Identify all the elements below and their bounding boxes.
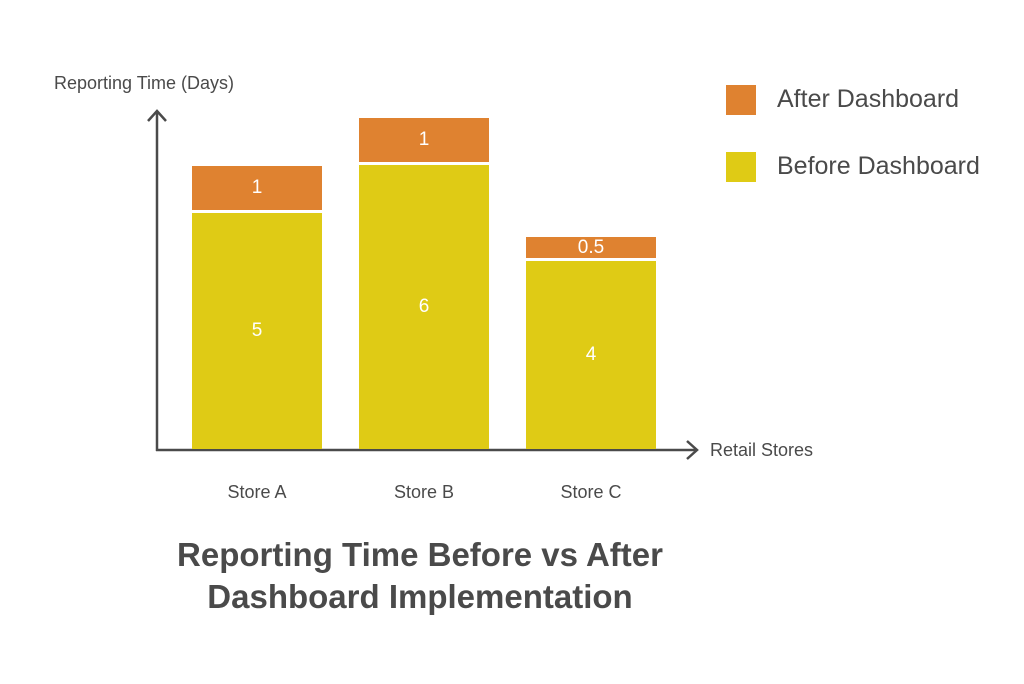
- chart-title-line-1: Reporting Time Before vs After: [177, 536, 663, 573]
- category-label-store-a: Store A: [227, 482, 287, 502]
- bar-value-label: 4: [585, 344, 597, 365]
- y-axis-label: Reporting Time (Days): [54, 73, 235, 93]
- bar-value-label: 5: [251, 320, 263, 341]
- bar-store-a-after: 1: [192, 166, 322, 210]
- category-label-store-b: Store B: [393, 482, 455, 502]
- y-axis-arrow-icon: [147, 109, 167, 122]
- legend-label-before: Before Dashboard: [777, 152, 980, 180]
- x-axis-label: Retail Stores: [710, 440, 814, 460]
- bar-store-b-after: 1: [359, 118, 489, 162]
- legend-swatch-after: [726, 85, 756, 115]
- bar-value-label: 1: [251, 177, 263, 198]
- bar-value-label: 6: [418, 296, 430, 317]
- legend-label-after: After Dashboard: [777, 85, 960, 113]
- bar-value-label: 0.5: [577, 236, 605, 258]
- chart-title: Reporting Time Before vs After Dashboard…: [120, 534, 720, 618]
- bar-store-a-before: 5: [192, 213, 322, 449]
- bar-store-c-after: 0.5: [526, 237, 656, 258]
- bar-store-b-before: 6: [359, 165, 489, 449]
- legend-swatch-before: [726, 152, 756, 182]
- chart-title-line-2: Dashboard Implementation: [207, 578, 633, 615]
- x-axis-arrow-icon: [686, 440, 699, 460]
- bar-store-c-before: 4: [526, 261, 656, 449]
- category-label-store-c: Store C: [560, 482, 622, 502]
- bar-value-label: 1: [418, 129, 430, 150]
